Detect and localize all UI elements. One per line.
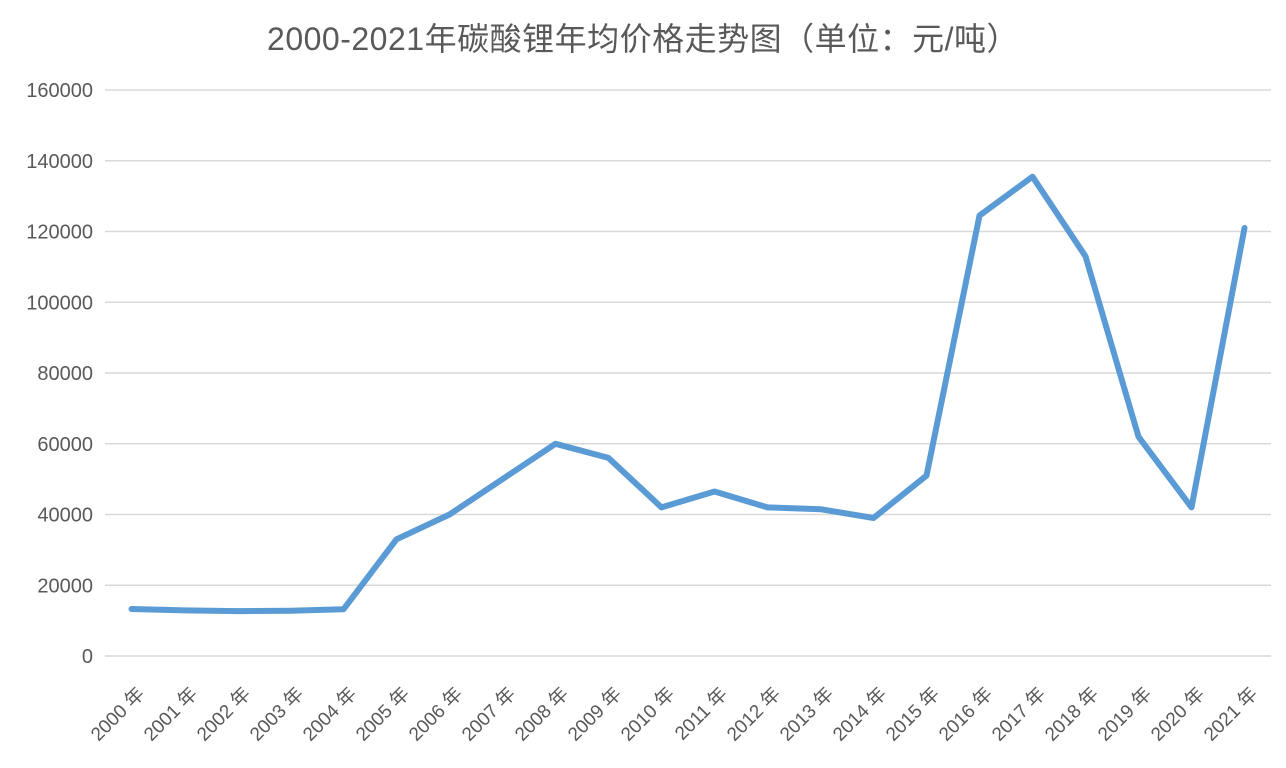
y-axis-tick-label: 20000 [37,575,93,597]
x-axis-tick-label: 2002 年 [192,683,255,746]
x-axis-tick-label: 2005 年 [351,683,414,746]
x-axis-tick-label: 2011 年 [670,683,732,745]
x-axis-tick-label: 2014 年 [828,683,891,746]
x-axis-tick-label: 2010 年 [616,683,679,746]
x-axis-tick-label: 2021 年 [1199,683,1262,746]
price-series-group [128,173,1248,615]
x-axis-tick-label: 2003 年 [245,683,308,746]
y-axis-tick-label: 0 [82,646,93,668]
x-axis-tick-label: 2000 年 [86,683,149,746]
x-axis-tick-label: 2017 年 [987,683,1050,746]
x-axis-tick-label: 2006 年 [404,683,467,746]
y-axis-tick-label: 60000 [37,434,93,456]
x-axis-tick-label: 2019 年 [1093,683,1156,746]
y-axis-tick-label: 160000 [26,80,93,102]
x-axis-tick-label: 2009 年 [563,683,626,746]
y-axis-labels-group: 0 20000 40000 60000 80000 100000 120000 140000 1… [26,80,93,668]
price-line [128,173,1248,615]
x-axis-tick-label: 2015 年 [881,683,944,746]
x-axis-tick-label: 2016 年 [934,683,997,746]
y-axis-tick-label: 80000 [37,363,93,385]
x-axis-tick-label: 2001 年 [139,683,202,746]
y-axis-tick-label: 120000 [26,222,93,244]
x-axis-tick-label: 2020 年 [1146,683,1209,746]
x-axis-tick-label: 2018 年 [1040,683,1103,746]
x-axis-tick-label: 2007 年 [457,683,520,746]
x-axis-tick-label: 2013 年 [775,683,838,746]
x-axis-tick-label: 2008 年 [510,683,573,746]
gridlines-group [105,89,1271,657]
y-axis-tick-label: 140000 [26,151,93,173]
chart-title: 2000-2021年碳酸锂年均价格走势图（单位：元/吨） [267,21,1019,57]
x-axis-tick-label: 2012 年 [722,683,785,746]
x-axis-tick-label: 2004 年 [298,683,361,746]
y-axis-tick-label: 100000 [26,292,93,314]
y-axis-tick-label: 40000 [37,505,93,527]
